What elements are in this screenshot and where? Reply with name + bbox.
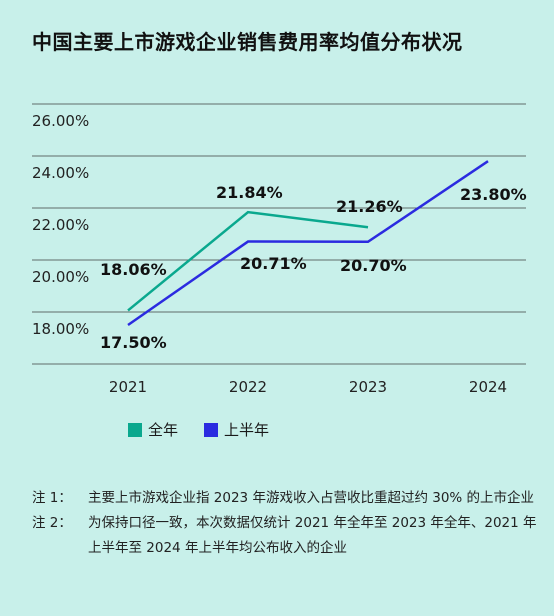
series-line-half-year: [127, 160, 489, 327]
legend: 全年 上半年: [128, 419, 269, 440]
data-label: 17.50%: [100, 333, 167, 352]
data-label: 21.26%: [336, 197, 403, 216]
y-tick-label: 24.00%: [32, 164, 89, 182]
data-label: 20.71%: [240, 254, 307, 273]
y-tick-label: 22.00%: [32, 216, 89, 234]
legend-swatch-full-year: [128, 422, 142, 437]
x-tick-label: 2021: [109, 378, 147, 396]
footnote-text: 主要上市游戏企业指 2023 年游戏收入占营收比重超过约 30% 的上市企业: [88, 490, 535, 506]
footnote-text: 为保持口径一致，本次数据仅统计 2021 年全年至 2023 年全年、2021 …: [88, 515, 537, 556]
data-label: 23.80%: [460, 185, 527, 204]
data-label: 18.06%: [100, 260, 167, 279]
x-tick-label: 2022: [229, 378, 267, 396]
x-tick-label: 2024: [469, 378, 507, 396]
footnote-label: 注 2：: [32, 515, 72, 531]
legend-label-full-year: 全年: [148, 421, 179, 439]
line-chart: 26.00% 24.00% 22.00% 20.00% 18.00% 2021 2022 20…: [32, 103, 527, 396]
series-line-full-year: [127, 210, 369, 312]
footnote-label: 注 1：: [32, 490, 72, 506]
y-tick-label: 18.00%: [32, 320, 89, 338]
footnotes: 注 1： 主要上市游戏企业指 2023 年游戏收入占营收比重超过约 30% 的上…: [32, 486, 542, 561]
y-tick-label: 26.00%: [32, 112, 89, 130]
legend-swatch-half-year: [204, 422, 219, 437]
legend-label-half-year: 上半年: [224, 421, 270, 439]
footnote-2: 注 2： 为保持口径一致，本次数据仅统计 2021 年全年至 2023 年全年、…: [32, 511, 542, 561]
legend-item-full-year: 全年: [128, 419, 178, 440]
legend-item-half-year: 上半年: [204, 419, 269, 440]
footnote-1: 注 1： 主要上市游戏企业指 2023 年游戏收入占营收比重超过约 30% 的上…: [32, 486, 542, 511]
data-label: 20.70%: [340, 256, 407, 275]
x-tick-label: 2023: [349, 378, 387, 396]
data-label: 21.84%: [216, 183, 283, 202]
y-tick-label: 20.00%: [32, 268, 89, 286]
chart-title: 中国主要上市游戏企业销售费用率均值分布状况: [32, 30, 463, 54]
